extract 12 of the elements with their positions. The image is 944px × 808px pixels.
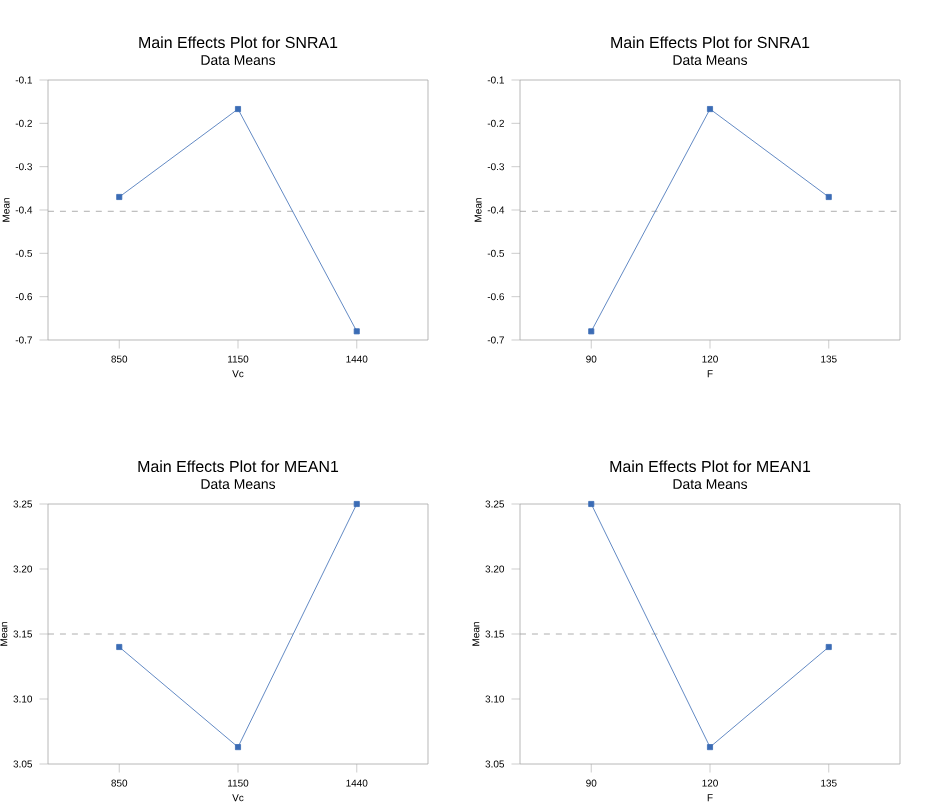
point: [707, 106, 713, 113]
point: [825, 644, 832, 650]
point: [116, 194, 123, 200]
point: [235, 106, 241, 113]
point: [707, 744, 713, 751]
point: [353, 501, 360, 507]
point: [825, 194, 832, 200]
point: [588, 328, 595, 335]
point: [235, 744, 241, 751]
point: [353, 328, 360, 335]
point: [588, 501, 595, 507]
point: [116, 644, 123, 650]
